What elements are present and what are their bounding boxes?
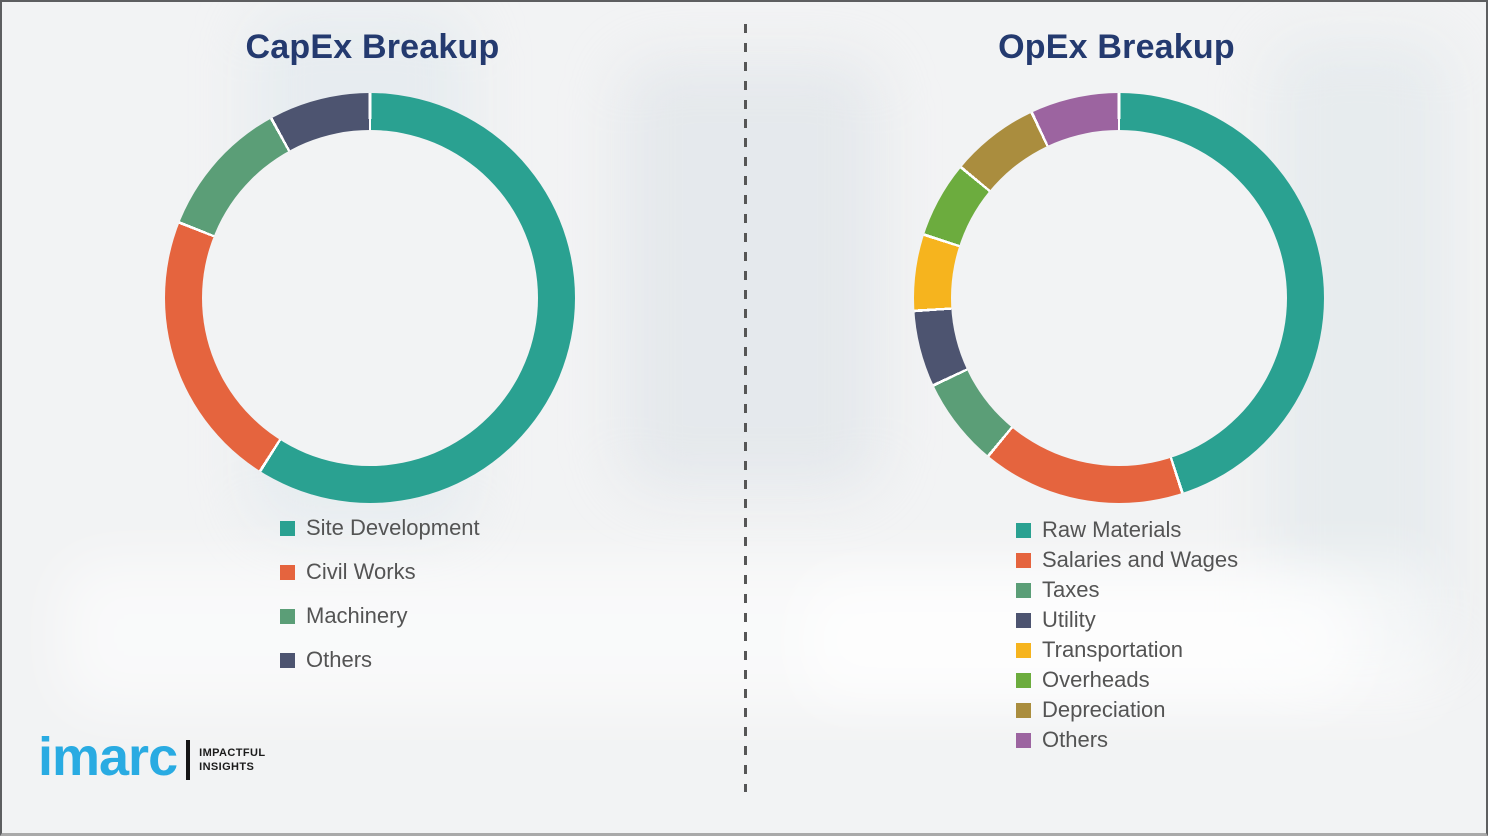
legend-color-swatch <box>1016 582 1031 598</box>
legend-label: Raw Materials <box>1042 517 1182 542</box>
legend-label: Site Development <box>306 515 480 540</box>
opex-donut-chart <box>914 93 1324 503</box>
imarc-logo: imarc IMPACTFUL INSIGHTS <box>38 730 265 784</box>
legend-color-swatch <box>280 564 295 580</box>
imarc-logo-tagline: IMPACTFUL INSIGHTS <box>199 746 265 775</box>
legend-color-swatch <box>1016 522 1031 538</box>
legend-color-swatch <box>1016 672 1031 688</box>
capex-donut-chart <box>165 93 575 503</box>
imarc-logo-wordmark: imarc <box>38 727 178 787</box>
legend-label: Others <box>1042 727 1109 752</box>
legend-color-swatch <box>1016 642 1031 658</box>
legend-label: Salaries and Wages <box>1042 547 1239 572</box>
legend-label: Machinery <box>306 603 408 628</box>
background-texture <box>800 580 1360 700</box>
capex-chart-title: CapEx Breakup <box>245 28 500 66</box>
background-texture <box>620 60 880 490</box>
legend-item: Transportation <box>1016 637 1238 663</box>
legend-label: Depreciation <box>1042 697 1166 722</box>
opex-chart-title: OpEx Breakup <box>998 28 1235 66</box>
legend-color-swatch <box>1016 702 1031 718</box>
capex-legend: Site Development Civil Works Machinery Othe… <box>280 515 480 691</box>
legend-color-swatch <box>1016 732 1031 748</box>
legend-color-swatch <box>1016 552 1031 568</box>
opex-panel: OpEx Breakup Raw Materials Salaries and W… <box>745 0 1488 836</box>
legend-color-swatch <box>280 520 295 536</box>
legend-label: Transportation <box>1042 637 1184 662</box>
legend-item: Salaries and Wages <box>1016 547 1238 573</box>
legend-label: Others <box>306 647 373 672</box>
logo-tagline-line2: INSIGHTS <box>199 761 255 773</box>
legend-item: Others <box>1016 727 1238 753</box>
logo-tagline-line1: IMPACTFUL <box>199 746 266 759</box>
vertical-dashed-divider <box>744 24 747 792</box>
opex-legend: Raw Materials Salaries and Wages Taxes Util… <box>1016 517 1238 757</box>
legend-label: Utility <box>1042 607 1096 632</box>
legend-item: Utility <box>1016 607 1238 633</box>
legend-item: Others <box>280 647 480 673</box>
legend-label: Overheads <box>1042 667 1150 692</box>
legend-item: Machinery <box>280 603 480 629</box>
legend-item: Civil Works <box>280 559 480 585</box>
legend-color-swatch <box>280 608 295 624</box>
legend-color-swatch <box>1016 612 1031 628</box>
legend-item: Raw Materials <box>1016 517 1238 543</box>
legend-item: Site Development <box>280 515 480 541</box>
legend-item: Depreciation <box>1016 697 1238 723</box>
legend-label: Taxes <box>1042 577 1100 602</box>
legend-label: Civil Works <box>306 559 416 584</box>
legend-item: Overheads <box>1016 667 1238 693</box>
legend-color-swatch <box>280 652 295 668</box>
logo-separator-bar <box>186 740 191 780</box>
capex-panel: CapEx Breakup Site Development Civil Work… <box>165 28 575 691</box>
legend-item: Taxes <box>1016 577 1238 603</box>
